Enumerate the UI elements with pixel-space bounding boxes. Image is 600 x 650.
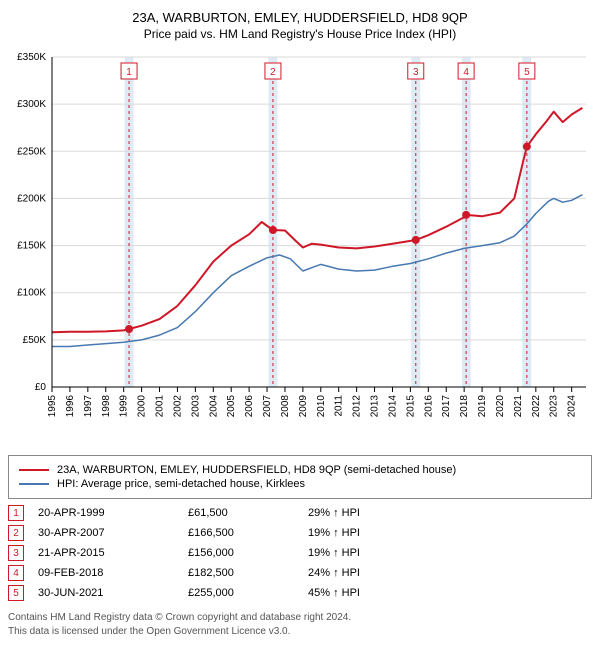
transaction-marker: 5: [8, 585, 24, 601]
svg-text:1995: 1995: [47, 395, 58, 418]
svg-text:2000: 2000: [137, 395, 148, 418]
svg-text:£50K: £50K: [23, 335, 47, 346]
svg-text:4: 4: [463, 67, 469, 78]
transaction-price: £182,500: [188, 567, 308, 579]
transaction-diff: 19% ↑ HPI: [308, 527, 428, 539]
legend-swatch: [19, 469, 49, 471]
svg-text:2018: 2018: [459, 395, 470, 418]
transaction-price: £156,000: [188, 547, 308, 559]
svg-text:1998: 1998: [101, 395, 112, 418]
chart-title-2: Price paid vs. HM Land Registry's House …: [8, 27, 592, 41]
svg-text:2007: 2007: [262, 395, 273, 418]
svg-text:£200K: £200K: [17, 193, 46, 204]
svg-text:2022: 2022: [531, 395, 542, 418]
svg-text:1996: 1996: [65, 395, 76, 418]
svg-text:1997: 1997: [83, 395, 94, 418]
transaction-diff: 45% ↑ HPI: [308, 587, 428, 599]
svg-text:2019: 2019: [477, 395, 488, 418]
svg-text:£300K: £300K: [17, 99, 46, 110]
svg-text:2003: 2003: [190, 395, 201, 418]
transaction-date: 30-JUN-2021: [38, 587, 188, 599]
transaction-marker: 1: [8, 505, 24, 521]
transaction-date: 21-APR-2015: [38, 547, 188, 559]
legend-label: 23A, WARBURTON, EMLEY, HUDDERSFIELD, HD8…: [57, 464, 456, 476]
transaction-row: 4 09-FEB-2018£182,50024% ↑ HPI: [8, 565, 592, 581]
legend-row: 23A, WARBURTON, EMLEY, HUDDERSFIELD, HD8…: [19, 464, 581, 476]
transaction-row: 3 21-APR-2015£156,00019% ↑ HPI: [8, 545, 592, 561]
svg-text:2002: 2002: [172, 395, 183, 418]
svg-text:2010: 2010: [316, 395, 327, 418]
legend-box: 23A, WARBURTON, EMLEY, HUDDERSFIELD, HD8…: [8, 455, 592, 499]
transaction-row: 1 20-APR-1999£61,50029% ↑ HPI: [8, 505, 592, 521]
transaction-price: £61,500: [188, 507, 308, 519]
svg-text:2009: 2009: [298, 395, 309, 418]
transactions-table: 1 20-APR-1999£61,50029% ↑ HPI 2 30-APR-2007…: [8, 505, 592, 601]
svg-text:2014: 2014: [387, 395, 398, 418]
svg-text:2008: 2008: [280, 395, 291, 418]
transaction-diff: 29% ↑ HPI: [308, 507, 428, 519]
svg-text:£100K: £100K: [17, 288, 46, 299]
transaction-marker: 3: [8, 545, 24, 561]
svg-text:1999: 1999: [119, 395, 130, 418]
transaction-date: 20-APR-1999: [38, 507, 188, 519]
svg-text:2005: 2005: [226, 395, 237, 418]
svg-text:£250K: £250K: [17, 146, 46, 157]
svg-text:2001: 2001: [155, 395, 166, 418]
svg-text:2023: 2023: [549, 395, 560, 418]
legend-row: HPI: Average price, semi-detached house,…: [19, 478, 581, 490]
transaction-diff: 19% ↑ HPI: [308, 547, 428, 559]
svg-text:2015: 2015: [405, 395, 416, 418]
transaction-marker: 2: [8, 525, 24, 541]
svg-text:2011: 2011: [334, 395, 345, 417]
svg-text:2006: 2006: [244, 395, 255, 418]
transaction-price: £166,500: [188, 527, 308, 539]
footer-line-2: This data is licensed under the Open Gov…: [8, 625, 592, 639]
svg-text:2017: 2017: [441, 395, 452, 418]
transaction-row: 2 30-APR-2007£166,50019% ↑ HPI: [8, 525, 592, 541]
svg-text:2024: 2024: [567, 395, 578, 418]
svg-text:2012: 2012: [352, 395, 363, 418]
svg-text:£0: £0: [35, 382, 47, 393]
svg-text:1: 1: [126, 67, 132, 78]
transaction-row: 5 30-JUN-2021£255,00045% ↑ HPI: [8, 585, 592, 601]
svg-text:2016: 2016: [423, 395, 434, 418]
chart-svg: £0 £50K £100K £150K £200K £250K £300K £350K 1 2 3 4…: [8, 47, 592, 447]
transaction-marker: 4: [8, 565, 24, 581]
svg-text:5: 5: [524, 67, 530, 78]
transaction-date: 30-APR-2007: [38, 527, 188, 539]
svg-text:£350K: £350K: [17, 52, 46, 63]
transaction-date: 09-FEB-2018: [38, 567, 188, 579]
svg-text:2013: 2013: [370, 395, 381, 418]
legend-swatch: [19, 483, 49, 485]
transaction-price: £255,000: [188, 587, 308, 599]
legend-label: HPI: Average price, semi-detached house,…: [57, 478, 305, 490]
svg-text:2: 2: [270, 67, 276, 78]
footer-line-1: Contains HM Land Registry data © Crown c…: [8, 611, 592, 625]
svg-text:£150K: £150K: [17, 241, 46, 252]
chart-title-1: 23A, WARBURTON, EMLEY, HUDDERSFIELD, HD8…: [8, 10, 592, 25]
chart-area: £0 £50K £100K £150K £200K £250K £300K £350K 1 2 3 4…: [8, 47, 592, 447]
svg-text:2020: 2020: [495, 395, 506, 418]
footer: Contains HM Land Registry data © Crown c…: [8, 611, 592, 639]
transaction-diff: 24% ↑ HPI: [308, 567, 428, 579]
svg-text:3: 3: [413, 67, 419, 78]
svg-text:2004: 2004: [208, 395, 219, 418]
svg-text:2021: 2021: [513, 395, 524, 418]
